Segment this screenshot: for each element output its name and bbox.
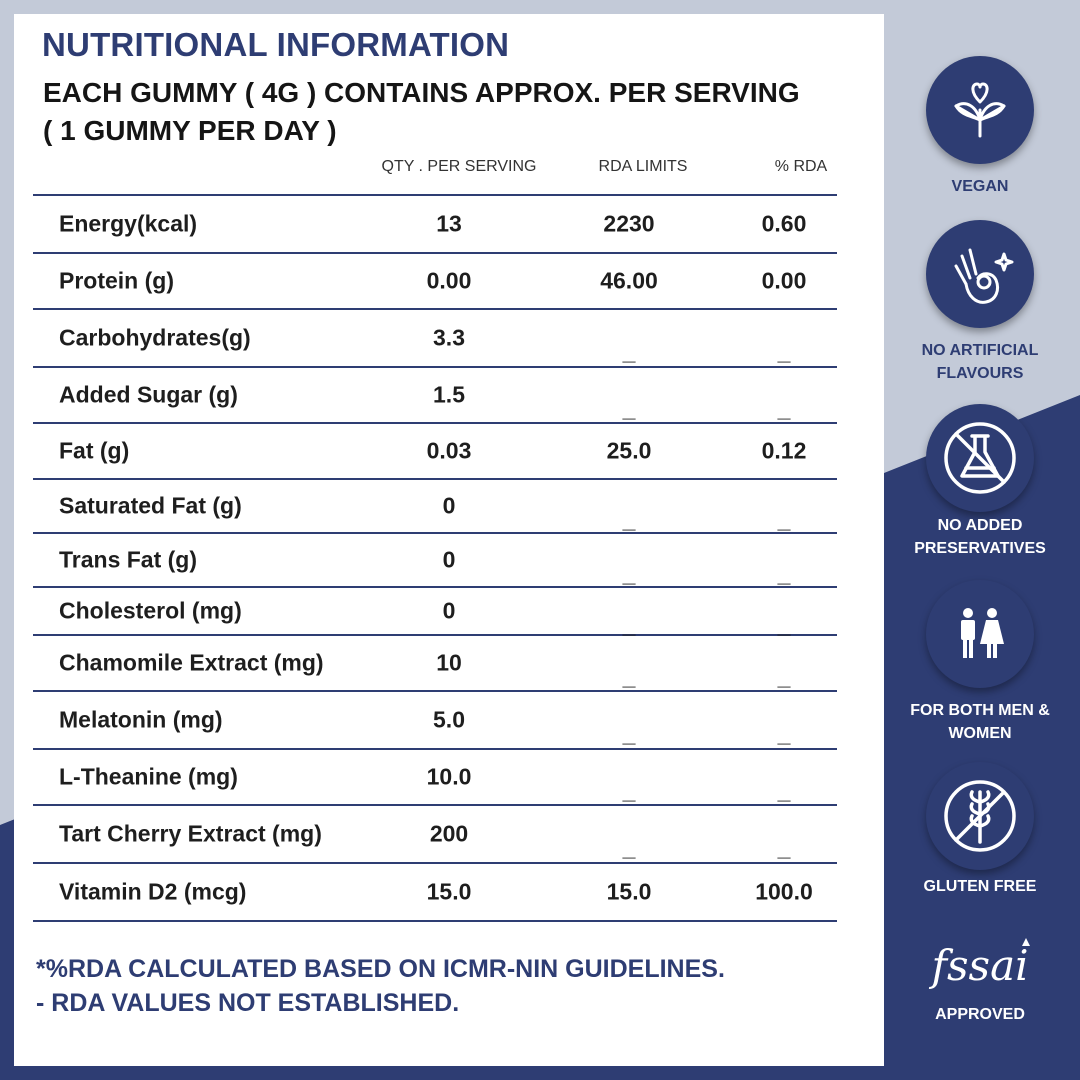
no-artificial-flavours-hand-icon xyxy=(954,248,1014,304)
nutrient-name: Trans Fat (g) xyxy=(59,546,198,573)
qty-per-serving: 13 xyxy=(436,210,462,237)
table-row: Saturated Fat (g) 0 _ _ xyxy=(33,480,837,534)
table-row: Fat (g) 0.03 25.0 0.12 xyxy=(33,424,837,480)
qty-per-serving: 15.0 xyxy=(426,878,472,905)
table-row: Melatonin (mg) 5.0 _ _ xyxy=(33,692,837,750)
qty-per-serving: 0 xyxy=(442,492,456,519)
footnote-line-2: - RDA VALUES NOT ESTABLISHED. xyxy=(36,989,460,1017)
rda-limit: 25.0 xyxy=(606,437,652,464)
rda-percent: 0.00 xyxy=(761,267,807,294)
nutrient-name: L-Theanine (mg) xyxy=(59,763,238,790)
svg-text:fssai: fssai xyxy=(928,941,1028,990)
no-preservatives-badge xyxy=(926,404,1034,512)
men-women-badge xyxy=(926,580,1034,688)
vegan-badge xyxy=(926,56,1034,164)
qty-per-serving: 10.0 xyxy=(426,763,472,790)
gluten-free-wheat-icon xyxy=(944,780,1016,852)
qty-per-serving: 0 xyxy=(442,546,456,573)
rda-percent: _ xyxy=(777,834,791,861)
rda-limit: 46.00 xyxy=(600,267,658,294)
table-row: Protein (g) 0.00 46.00 0.00 xyxy=(33,254,837,310)
no-preservatives-flask-icon xyxy=(944,422,1016,494)
rda-percent: _ xyxy=(777,560,791,587)
rda-percent: _ xyxy=(777,720,791,747)
page-title: NUTRITIONAL INFORMATION xyxy=(42,26,510,63)
men-women-icon xyxy=(961,608,1004,658)
nutrient-name: Energy(kcal) xyxy=(59,210,198,237)
no-artificial-flavours-badge xyxy=(926,220,1034,328)
rda-percent: _ xyxy=(777,611,791,638)
table-row: Chamomile Extract (mg) 10 _ _ xyxy=(33,636,837,692)
qty-per-serving: 0.00 xyxy=(426,267,472,294)
qty-per-serving: 1.5 xyxy=(433,381,465,408)
rda-limit: _ xyxy=(622,834,636,861)
table-row: Tart Cherry Extract (mg) 200 _ _ xyxy=(33,806,837,864)
footnote-line-1: *%RDA CALCULATED BASED ON ICMR-NIN GUIDE… xyxy=(36,955,725,983)
rda-limit: 15.0 xyxy=(606,878,652,905)
rda-limit: _ xyxy=(622,720,636,747)
rda-percent: 100.0 xyxy=(755,878,813,905)
men-women-label: FOR BOTH MEN & WOMEN xyxy=(910,702,1050,742)
nutrient-name: Added Sugar (g) xyxy=(59,381,238,408)
table-row: Cholesterol (mg) 0 _ _ xyxy=(33,588,837,638)
nutrient-name: Protein (g) xyxy=(59,267,174,294)
table-row: L-Theanine (mg) 10.0 _ _ xyxy=(33,750,837,806)
fssai-approved-label: APPROVED xyxy=(935,1006,1025,1023)
qty-per-serving: 5.0 xyxy=(433,706,465,733)
nutrient-name: Vitamin D2 (mcg) xyxy=(59,878,247,905)
table-row: Vitamin D2 (mcg) 15.0 15.0 100.0 xyxy=(33,864,837,922)
no-preservatives-label: NO ADDED PRESERVATIVES xyxy=(914,517,1046,557)
table-row: Trans Fat (g) 0 _ _ xyxy=(33,534,837,588)
rda-limit: _ xyxy=(622,395,636,422)
nutrient-name: Saturated Fat (g) xyxy=(59,492,242,519)
nutrient-name: Fat (g) xyxy=(59,437,130,464)
nutrient-name: Carbohydrates(g) xyxy=(59,324,251,351)
table-row: Added Sugar (g) 1.5 _ _ xyxy=(33,368,837,424)
serving-subtitle: EACH GUMMY ( 4G ) CONTAINS APPROX. PER S… xyxy=(43,77,800,146)
qty-per-serving: 0.03 xyxy=(426,437,472,464)
column-header-pct: % RDA xyxy=(774,158,828,175)
nutrient-name: Cholesterol (mg) xyxy=(59,597,242,624)
rda-percent: 0.12 xyxy=(761,437,807,464)
rda-limit: _ xyxy=(622,338,636,365)
qty-per-serving: 0 xyxy=(442,597,456,624)
rda-percent: _ xyxy=(777,506,791,533)
column-header-rda: RDA LIMITS xyxy=(598,158,688,175)
gluten-free-label: GLUTEN FREE xyxy=(923,878,1037,895)
rda-limit: 2230 xyxy=(603,210,655,237)
column-header-qty: QTY . PER SERVING xyxy=(381,158,537,175)
fssai-logo: fssai xyxy=(928,938,1030,990)
rda-limit: _ xyxy=(622,611,636,638)
rda-limit: _ xyxy=(622,777,636,804)
rda-percent: _ xyxy=(777,395,791,422)
rda-limit: _ xyxy=(622,506,636,533)
gluten-free-badge xyxy=(926,762,1034,870)
nutrition-table: Energy(kcal) 13 2230 0.60 Protein (g) 0.00 46.… xyxy=(33,194,837,922)
nutrition-panel xyxy=(14,14,884,1066)
rda-percent: _ xyxy=(777,777,791,804)
rda-percent: 0.60 xyxy=(761,210,807,237)
qty-per-serving: 3.3 xyxy=(433,324,465,351)
rda-percent: _ xyxy=(777,338,791,365)
rda-limit: _ xyxy=(622,560,636,587)
qty-per-serving: 10 xyxy=(436,649,462,676)
nutrient-name: Tart Cherry Extract (mg) xyxy=(59,820,322,847)
vegan-leaf-icon xyxy=(954,82,1006,138)
footnote: *%RDA CALCULATED BASED ON ICMR-NIN GUIDE… xyxy=(36,952,725,1020)
table-row: Energy(kcal) 13 2230 0.60 xyxy=(33,196,837,254)
qty-per-serving: 200 xyxy=(429,820,469,847)
no-artificial-flavours-label: NO ARTIFICIAL FLAVOURS xyxy=(921,342,1039,382)
rda-limit: _ xyxy=(622,663,636,690)
nutrient-name: Chamomile Extract (mg) xyxy=(59,649,324,676)
vegan-label: VEGAN xyxy=(951,178,1009,195)
nutrient-name: Melatonin (mg) xyxy=(59,706,223,733)
table-row: Carbohydrates(g) 3.3 _ _ xyxy=(33,310,837,368)
rda-percent: _ xyxy=(777,663,791,690)
